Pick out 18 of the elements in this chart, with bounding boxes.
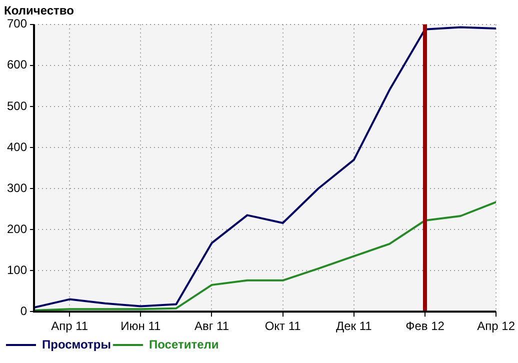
x-tick-label: Апр 11 xyxy=(51,319,88,334)
x-tick-label: Авг 11 xyxy=(194,319,230,334)
y-tick-label: 100 xyxy=(6,262,28,277)
y-tick-label: 500 xyxy=(6,98,28,113)
y-tick-label: 400 xyxy=(6,140,28,154)
x-tick-label: Дек 11 xyxy=(336,319,372,334)
y-tick-label: 300 xyxy=(6,180,28,195)
x-tick-label: Июн 11 xyxy=(120,319,161,334)
y-tick-label: 700 xyxy=(6,16,28,31)
x-tick-label: Окт 11 xyxy=(264,319,302,334)
y-tick-label: 200 xyxy=(6,222,28,236)
x-tick-label: Фев 12 xyxy=(406,319,445,334)
y-tick-label: 0 xyxy=(20,304,28,318)
legend-label: Просмотры xyxy=(42,337,112,352)
chart-title: Количество xyxy=(4,4,74,18)
x-tick-label: Апр 12 xyxy=(477,319,516,334)
legend-label: Посетители xyxy=(149,337,219,352)
y-tick-label: 600 xyxy=(6,58,28,72)
